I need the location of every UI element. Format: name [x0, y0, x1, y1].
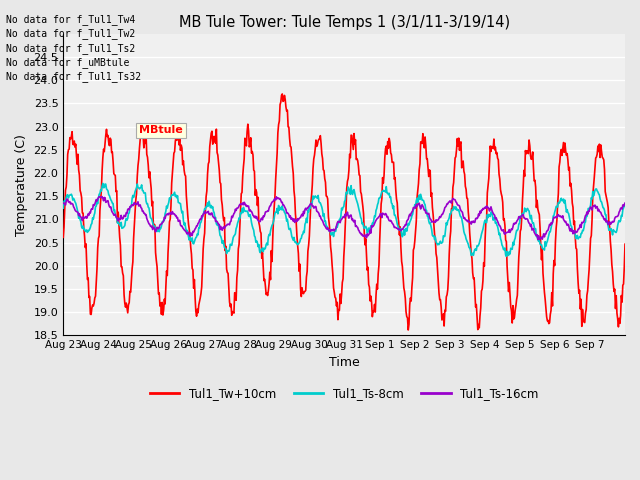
Title: MB Tule Tower: Tule Temps 1 (3/1/11-3/19/14): MB Tule Tower: Tule Temps 1 (3/1/11-3/19…: [179, 15, 509, 30]
Y-axis label: Temperature (C): Temperature (C): [15, 134, 28, 236]
X-axis label: Time: Time: [329, 356, 360, 369]
Text: No data for f_Tul1_Tw4
No data for f_Tul1_Tw2
No data for f_Tul1_Ts2
No data for: No data for f_Tul1_Tw4 No data for f_Tul…: [6, 14, 141, 82]
Legend: Tul1_Tw+10cm, Tul1_Ts-8cm, Tul1_Ts-16cm: Tul1_Tw+10cm, Tul1_Ts-8cm, Tul1_Ts-16cm: [145, 382, 543, 405]
Text: MBtule: MBtule: [139, 125, 183, 135]
